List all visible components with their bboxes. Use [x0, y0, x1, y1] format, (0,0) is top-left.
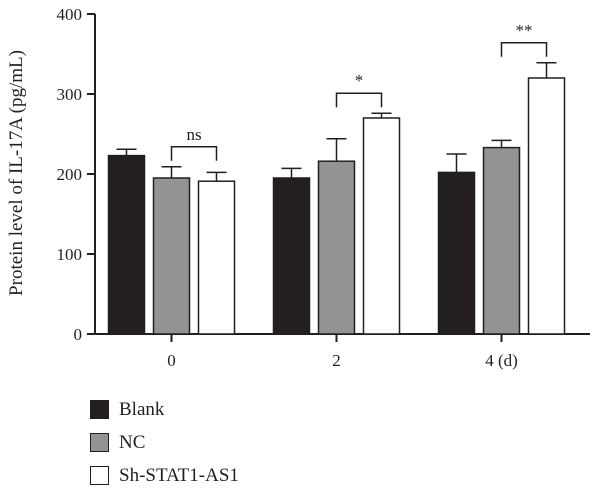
y-tick-label: 400 [57, 5, 83, 24]
bar-chart: Protein level of IL-17A (pg/mL) 0 100 200 3… [6, 5, 590, 370]
bar [152, 177, 191, 335]
bars [107, 62, 566, 335]
significance-bracket [335, 92, 383, 108]
significance-label: ns [186, 125, 201, 144]
legend-item-sh-stat1-as1: Sh-STAT1-AS1 [90, 459, 239, 492]
x-axis: 0 2 4 (d) [95, 333, 590, 370]
bar [482, 146, 521, 335]
bar [362, 117, 401, 335]
y-tick-label: 200 [57, 165, 83, 184]
legend-swatch-sh-stat1-as1 [90, 466, 109, 485]
bar [107, 154, 146, 335]
legend-label: Blank [119, 398, 165, 420]
legend-label: NC [119, 431, 146, 453]
legend-item-nc: NC [90, 426, 239, 459]
y-tick-label: 300 [57, 85, 83, 104]
bar [527, 77, 566, 335]
significance-markers: ns*** [170, 21, 548, 161]
bar [272, 177, 311, 335]
x-tick-label: 4 (d) [485, 351, 518, 370]
significance-label: ** [516, 21, 533, 40]
bar [437, 171, 476, 335]
significance-bracket [170, 146, 218, 161]
x-tick-label: 0 [167, 351, 176, 370]
significance-bracket [500, 42, 548, 57]
bar [197, 180, 236, 335]
y-tick-label: 0 [74, 325, 83, 344]
legend-label: Sh-STAT1-AS1 [119, 464, 239, 486]
y-tick-label: 100 [57, 245, 83, 264]
y-axis: 0 100 200 300 400 [57, 5, 96, 344]
bar [317, 160, 356, 335]
significance-label: * [355, 71, 364, 90]
x-tick-label: 2 [332, 351, 341, 370]
legend-item-blank: Blank [90, 393, 239, 426]
legend-swatch-nc [90, 433, 109, 452]
legend: Blank NC Sh-STAT1-AS1 [90, 393, 239, 492]
y-axis-title: Protein level of IL-17A (pg/mL) [6, 50, 27, 296]
legend-swatch-blank [90, 400, 109, 419]
